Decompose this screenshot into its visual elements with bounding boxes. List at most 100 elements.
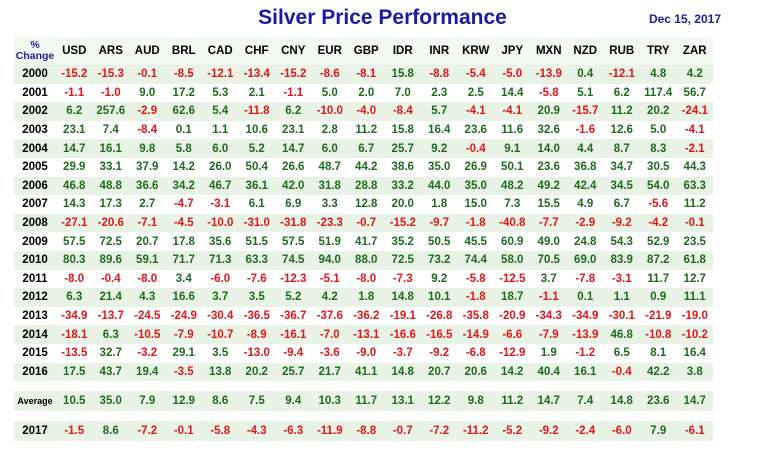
value-cell-usd: 29.9: [56, 157, 93, 177]
value-cell-rub: -0.4: [603, 362, 640, 382]
value-cell-nzd: 0.4: [567, 65, 604, 84]
value-cell-aud: 9.8: [129, 139, 166, 158]
value-cell-eur: 4.2: [311, 288, 348, 307]
value-cell-gbp: 1.8: [348, 288, 385, 307]
value-cell-brl: -0.1: [165, 421, 202, 442]
value-cell-gbp: 12.8: [348, 195, 385, 214]
value-cell-gbp: 2.0: [348, 83, 385, 103]
value-cell-krw: -1.8: [457, 213, 494, 233]
value-cell-idr: 14.8: [384, 362, 421, 382]
value-cell-aud: 7.9: [129, 391, 166, 412]
pct-change-header: % Change: [14, 37, 56, 65]
value-cell-brl: 17.8: [165, 232, 202, 251]
value-cell-gbp: -8.0: [348, 269, 385, 289]
value-cell-gbp: 28.8: [348, 176, 385, 196]
value-cell-idr: 20.0: [384, 195, 421, 214]
value-cell-eur: 31.8: [311, 176, 348, 196]
value-cell-ars: -15.3: [92, 65, 129, 84]
current-year-row: 2017 -1.5 8.6 -7.2 -0.1 -5.8 -4.3 -6.3 -11.9 -8.8…: [14, 421, 713, 442]
value-cell-chf: -36.5: [238, 306, 275, 326]
value-cell-mxn: 14.0: [530, 139, 567, 158]
value-cell-cad: 5.3: [202, 83, 239, 103]
value-cell-krw: 23.6: [457, 120, 494, 140]
value-cell-aud: -0.1: [129, 65, 166, 84]
value-cell-mxn: 49.0: [530, 232, 567, 251]
value-cell-brl: 29.1: [165, 343, 202, 363]
value-cell-brl: -4.5: [165, 213, 202, 233]
value-cell-mxn: 14.7: [530, 391, 567, 412]
value-cell-cad: -10.7: [202, 325, 239, 344]
value-cell-chf: 2.1: [238, 83, 275, 103]
value-cell-mxn: -9.2: [530, 421, 567, 442]
value-cell-ars: 72.5: [92, 232, 129, 251]
currency-header-mxn: MXN: [530, 37, 567, 65]
value-cell-cny: -15.2: [275, 65, 312, 84]
value-cell-mxn: 70.5: [530, 250, 567, 270]
value-cell-try: 117.4: [640, 83, 677, 103]
value-cell-brl: 12.9: [165, 391, 202, 412]
value-cell-inr: -16.5: [421, 325, 458, 344]
value-cell-aud: 20.7: [129, 232, 166, 251]
value-cell-chf: -31.0: [238, 213, 275, 233]
value-cell-rub: 14.8: [603, 391, 640, 412]
value-cell-ars: 17.3: [92, 195, 129, 214]
year-label: 2011: [14, 269, 56, 289]
value-cell-jpy: -6.6: [494, 325, 531, 344]
value-cell-inr: 50.5: [421, 232, 458, 251]
value-cell-usd: 14.3: [56, 195, 93, 214]
value-cell-cny: 6.2: [275, 102, 312, 121]
value-cell-usd: 46.8: [56, 176, 93, 196]
currency-header-zar: ZAR: [676, 37, 713, 65]
value-cell-brl: 14.2: [165, 157, 202, 177]
value-cell-krw: -5.4: [457, 65, 494, 84]
value-cell-mxn: 20.9: [530, 102, 567, 121]
value-cell-cny: -36.7: [275, 306, 312, 326]
value-cell-usd: -15.2: [56, 65, 93, 84]
value-cell-krw: 20.6: [457, 362, 494, 382]
value-cell-idr: 38.6: [384, 157, 421, 177]
value-cell-rub: 46.8: [603, 325, 640, 344]
value-cell-usd: 57.5: [56, 232, 93, 251]
value-cell-nzd: -13.9: [567, 325, 604, 344]
year-label: 2006: [14, 176, 56, 196]
value-cell-try: 20.2: [640, 102, 677, 121]
value-cell-chf: -13.0: [238, 343, 275, 363]
value-cell-krw: 2.5: [457, 83, 494, 103]
value-cell-cny: 26.6: [275, 157, 312, 177]
value-cell-eur: -8.6: [311, 65, 348, 84]
value-cell-cad: -5.8: [202, 421, 239, 442]
value-cell-gbp: -8.1: [348, 65, 385, 84]
value-cell-usd: 17.5: [56, 362, 93, 382]
value-cell-brl: 0.1: [165, 120, 202, 140]
year-label: 2017: [14, 421, 56, 442]
value-cell-inr: 9.2: [421, 269, 458, 289]
value-cell-cad: -3.1: [202, 195, 239, 214]
table-row: 2005 29.9 33.1 37.9 14.2 26.0 50.4 26.6 48.7 44.2…: [14, 157, 713, 177]
value-cell-aud: -8.4: [129, 120, 166, 140]
value-cell-try: -10.8: [640, 325, 677, 344]
value-cell-ars: 257.6: [92, 102, 129, 121]
value-cell-cad: 71.3: [202, 250, 239, 270]
spacer-row: [14, 381, 713, 392]
value-cell-jpy: 18.7: [494, 288, 531, 307]
value-cell-try: 8.1: [640, 343, 677, 363]
value-cell-brl: 71.7: [165, 250, 202, 270]
value-cell-zar: -0.1: [676, 213, 713, 233]
value-cell-nzd: -34.9: [567, 306, 604, 326]
value-cell-try: -5.6: [640, 195, 677, 214]
value-cell-rub: 6.5: [603, 343, 640, 363]
value-cell-eur: 2.8: [311, 120, 348, 140]
value-cell-inr: -8.8: [421, 65, 458, 84]
year-label: 2002: [14, 102, 56, 121]
value-cell-chf: 20.2: [238, 362, 275, 382]
header-row: % Change USD ARS AUD BRL CAD CHF CNY EUR GBP IDR IN…: [14, 37, 713, 65]
value-cell-krw: -6.8: [457, 343, 494, 363]
value-cell-try: 23.6: [640, 391, 677, 412]
value-cell-gbp: 6.7: [348, 139, 385, 158]
value-cell-jpy: -4.1: [494, 102, 531, 121]
value-cell-nzd: 5.1: [567, 83, 604, 103]
value-cell-krw: 15.0: [457, 195, 494, 214]
value-cell-mxn: 1.9: [530, 343, 567, 363]
value-cell-brl: 5.8: [165, 139, 202, 158]
value-cell-inr: -7.2: [421, 421, 458, 442]
